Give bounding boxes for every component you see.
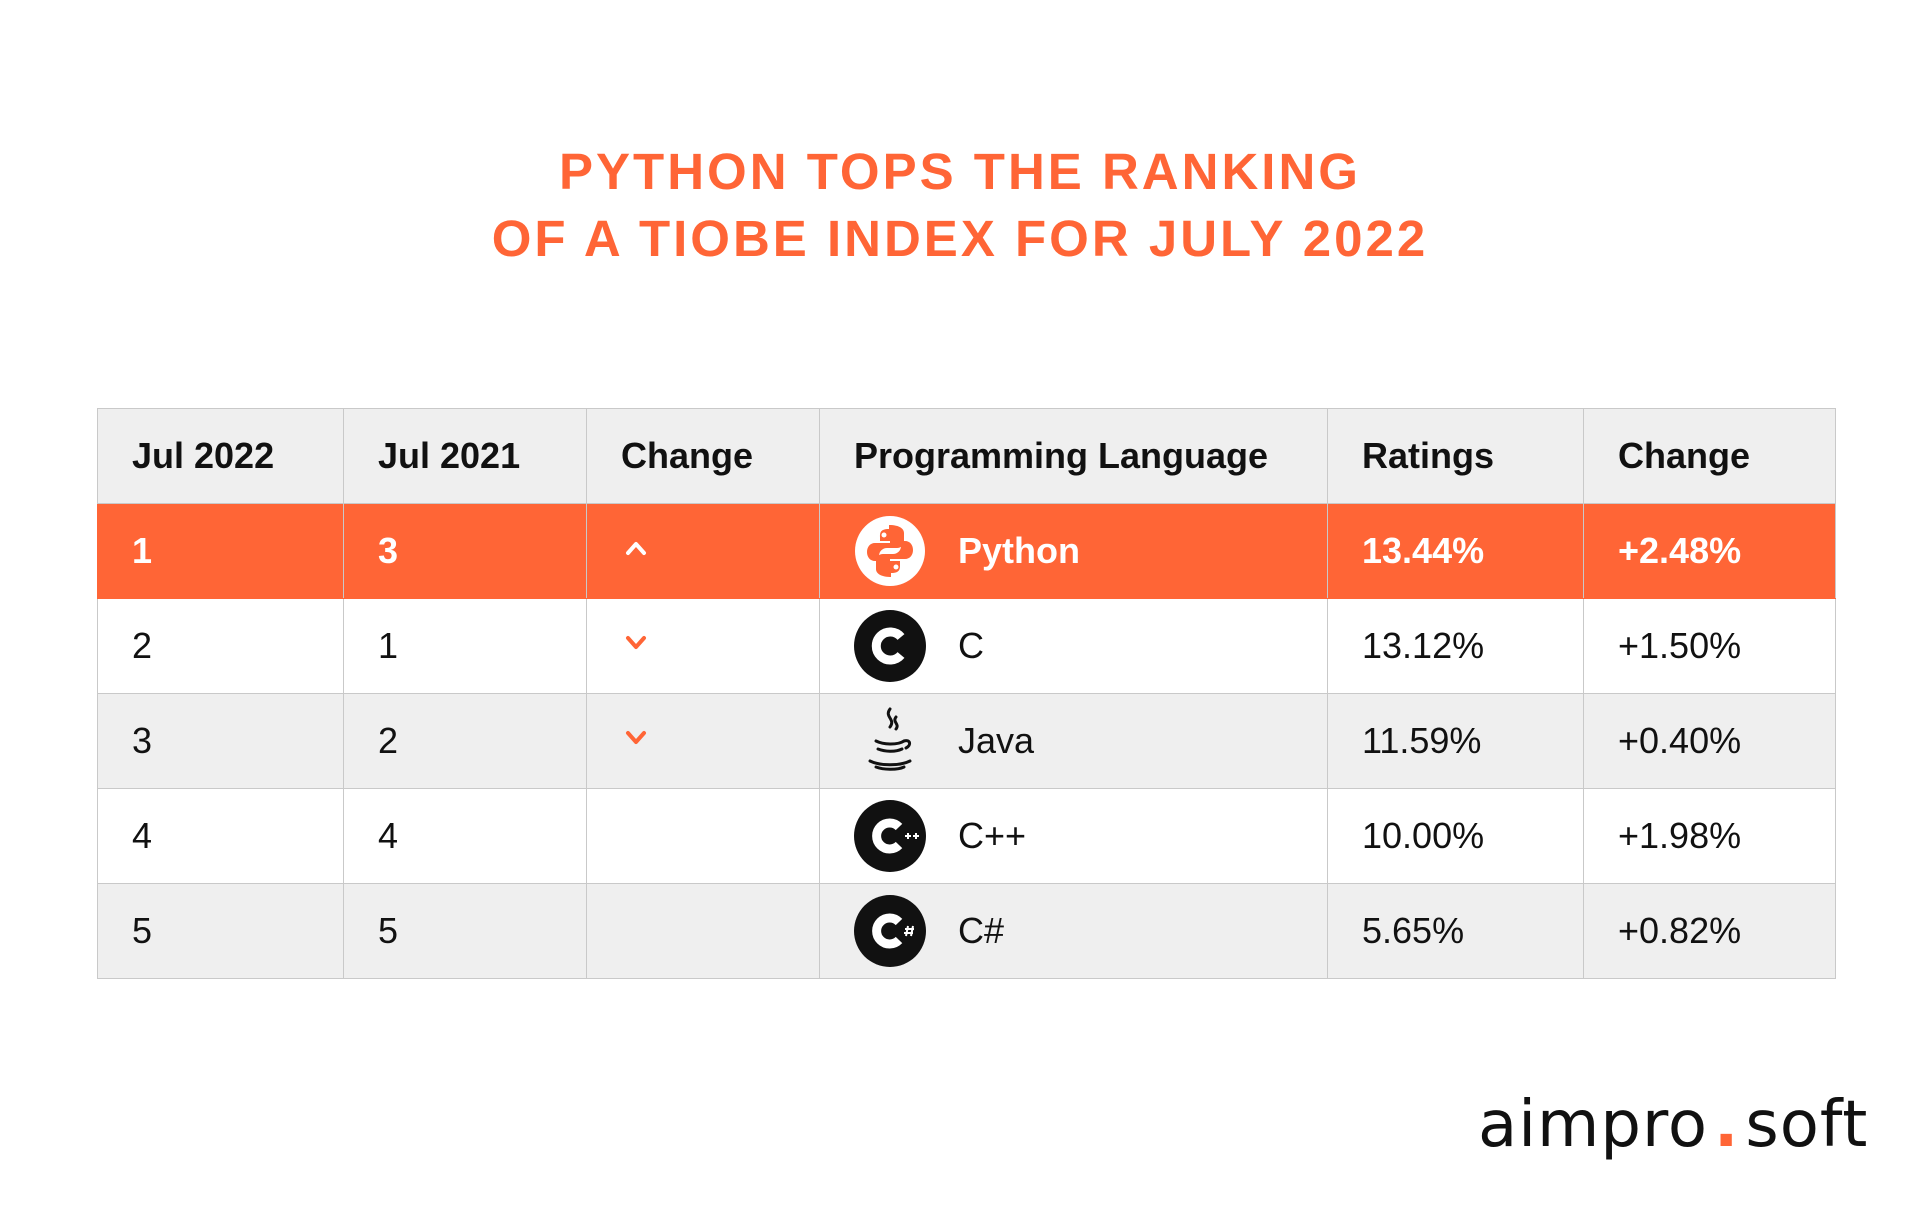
logo-text-left: aimpro [1478, 1088, 1709, 1162]
cell-language: Python [819, 503, 1328, 599]
cell-jul-2021: 3 [343, 503, 587, 599]
arrow-down-icon [621, 723, 651, 753]
table-row: 1 3 Python 13.44% +2.48% [97, 503, 1836, 599]
table-row: 2 1 C 13.12% +1.50% [97, 598, 1836, 694]
language-name: C++ [958, 815, 1027, 856]
header-programming-language: Programming Language [819, 408, 1328, 504]
cell-language: C [819, 598, 1328, 694]
table-row: 4 4 C++ 10.00% +1.98% [97, 788, 1836, 884]
cell-jul-2022: 5 [97, 883, 344, 979]
logo-text-right: soft [1745, 1088, 1869, 1162]
cell-ratings-change: +0.82% [1583, 883, 1836, 979]
cell-language: C++ [819, 788, 1328, 884]
cell-jul-2021: 4 [343, 788, 587, 884]
arrow-up-icon [621, 533, 651, 563]
cell-jul-2022: 4 [97, 788, 344, 884]
cell-jul-2021: 1 [343, 598, 587, 694]
chart-title: PYTHON TOPS THE RANKING OF A TIOBE INDEX… [0, 138, 1920, 272]
table-row: 3 2 Java 11.59% +0.40% [97, 693, 1836, 789]
logo-dot: . [1714, 1088, 1740, 1162]
cpp-icon [854, 800, 926, 872]
language-name: Python [958, 530, 1080, 571]
cell-ratings: 11.59% [1327, 693, 1584, 789]
arrow-down-icon [621, 628, 651, 658]
cell-ratings-change: +1.50% [1583, 598, 1836, 694]
cell-jul-2022: 3 [97, 693, 344, 789]
cell-rank-change [586, 788, 820, 884]
cell-ratings: 5.65% [1327, 883, 1584, 979]
cell-language: C# [819, 883, 1328, 979]
cell-jul-2021: 5 [343, 883, 587, 979]
cell-jul-2022: 1 [97, 503, 344, 599]
cell-language: Java [819, 693, 1328, 789]
header-jul-2021: Jul 2021 [343, 408, 587, 504]
cell-jul-2022: 2 [97, 598, 344, 694]
language-name: C [958, 625, 984, 666]
java-icon [854, 705, 926, 777]
cell-ratings-change: +1.98% [1583, 788, 1836, 884]
cell-ratings-change: +0.40% [1583, 693, 1836, 789]
cell-ratings: 13.12% [1327, 598, 1584, 694]
cell-ratings-change: +2.48% [1583, 503, 1836, 599]
table-body: 1 3 Python 13.44% +2.48% 2 1 C 13.12% +1.50% 3 2 Jav… [97, 503, 1836, 979]
header-jul-2022: Jul 2022 [97, 408, 344, 504]
ranking-table: Jul 2022 Jul 2021 Change Programming Lan… [97, 408, 1836, 979]
header-ratings: Ratings [1327, 408, 1584, 504]
table-row: 5 5 C# 5.65% +0.82% [97, 883, 1836, 979]
aimprosoft-logo: aimpro.soft [1478, 1085, 1867, 1165]
cell-jul-2021: 2 [343, 693, 587, 789]
c-icon [854, 610, 926, 682]
python-icon [854, 515, 926, 587]
chart-title-line-1: PYTHON TOPS THE RANKING [559, 143, 1361, 200]
cell-rank-change [586, 598, 820, 694]
table-header-row: Jul 2022 Jul 2021 Change Programming Lan… [97, 408, 1836, 504]
cell-rank-change [586, 693, 820, 789]
header-rank-change: Change [586, 408, 820, 504]
cell-rank-change [586, 503, 820, 599]
cell-ratings: 10.00% [1327, 788, 1584, 884]
chart-title-line-2: OF A TIOBE INDEX FOR JULY 2022 [491, 210, 1429, 267]
cell-ratings: 13.44% [1327, 503, 1584, 599]
header-ratings-change: Change [1583, 408, 1836, 504]
cell-rank-change [586, 883, 820, 979]
language-name: Java [958, 720, 1035, 761]
language-name: C# [958, 910, 1005, 951]
csharp-icon [854, 895, 926, 967]
